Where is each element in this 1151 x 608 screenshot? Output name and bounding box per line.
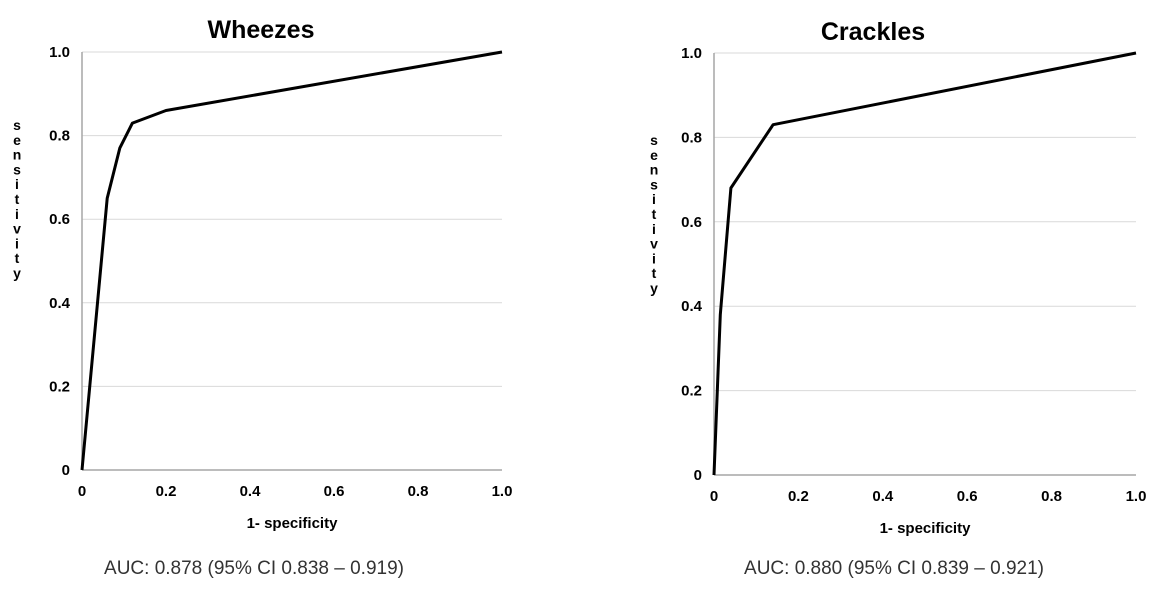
y-tick-label: 0 (62, 462, 70, 479)
y-tick-label: 0.2 (681, 383, 702, 400)
roc-curve-line (80, 50, 503, 471)
y-tick-label: 1.0 (49, 44, 70, 61)
chart-title: Crackles (821, 18, 925, 46)
y-tick-label: 0.8 (681, 129, 702, 146)
y-tick-label: 0.2 (49, 378, 70, 395)
chart-1: 0 0.2 0.4 0.6 0.8 1.0 0 0.2 0.4 0.6 0.8 1.0 Crackles… (650, 18, 1147, 579)
x-axis-label: 1- specificity (880, 520, 972, 537)
y-tick-label: 1.0 (681, 45, 702, 62)
y-tick-label: 0.8 (49, 128, 70, 145)
x-tick-label: 0 (710, 488, 718, 505)
chart-title: Wheezes (208, 16, 315, 44)
x-tick-label: 0 (78, 483, 86, 500)
y-tick-label: 0.4 (49, 295, 71, 312)
auc-caption: AUC: 0.878 (95% CI 0.838 – 0.919) (104, 558, 404, 579)
roc-curve-line (712, 51, 1137, 476)
x-tick-label: 0.4 (240, 483, 262, 500)
x-tick-label: 0.2 (788, 488, 809, 505)
x-tick-label: 0.6 (957, 488, 978, 505)
y-tick-label: 0.6 (49, 211, 70, 228)
x-tick-label: 0.4 (872, 488, 894, 505)
y-tick-label: 0 (694, 467, 702, 484)
x-tick-label: 0.6 (324, 483, 345, 500)
x-axis-label: 1- specificity (247, 515, 339, 532)
y-tick-label: 0.6 (681, 214, 702, 231)
x-tick-label: 0.8 (1041, 488, 1062, 505)
x-tick-label: 0.8 (408, 483, 429, 500)
chart-0: 0 0.2 0.4 0.6 0.8 1.0 0 0.2 0.4 0.6 0.8 1.0 Wheezes 1… (13, 16, 513, 579)
x-tick-label: 1.0 (1126, 488, 1147, 505)
y-tick-label: 0.4 (681, 298, 703, 315)
x-tick-label: 0.2 (156, 483, 177, 500)
x-tick-label: 1.0 (492, 483, 513, 500)
auc-caption: AUC: 0.880 (95% CI 0.839 – 0.921) (744, 558, 1044, 579)
